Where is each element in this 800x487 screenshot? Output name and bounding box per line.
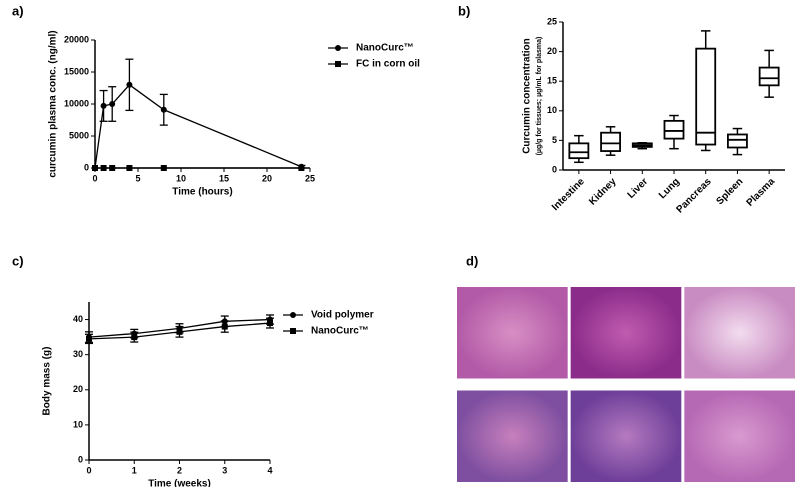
data-point xyxy=(109,101,116,107)
x-tick-label: Liver xyxy=(626,176,651,201)
histology-image xyxy=(457,390,568,482)
x-tick-label: 25 xyxy=(305,173,315,183)
legend-marker xyxy=(290,312,296,318)
panel-label: a) xyxy=(12,3,24,18)
x-tick-label: 3 xyxy=(222,465,227,475)
x-tick-label: Intestine xyxy=(550,176,587,213)
data-point xyxy=(176,328,183,335)
x-tick-label: 0 xyxy=(86,465,91,475)
y-tick-label: 15000 xyxy=(64,66,89,76)
x-tick-label: 4 xyxy=(267,465,272,475)
box xyxy=(758,66,780,87)
y-tick-label: 25 xyxy=(547,16,557,26)
y-tick-label: 5000 xyxy=(69,130,89,140)
legend-label: Void polymer xyxy=(311,310,374,321)
panel-label: c) xyxy=(12,253,24,268)
legend-marker xyxy=(335,45,341,51)
data-point xyxy=(160,106,167,113)
series-line xyxy=(94,83,302,169)
box xyxy=(568,142,590,160)
x-tick-label: 2 xyxy=(177,465,182,475)
x-tick-label: Pancreas xyxy=(674,176,714,216)
panel-label: d) xyxy=(466,253,478,268)
x-axis-title: Time (weeks) xyxy=(148,479,211,487)
y-axis-subtitle: (µg/g for tissues; µg/mL for plasma) xyxy=(536,37,543,156)
x-tick-label: Spleen xyxy=(714,176,745,207)
y-tick-label: 20 xyxy=(73,384,83,394)
data-point xyxy=(100,165,107,171)
y-tick-label: 15 xyxy=(547,76,557,86)
histology-image xyxy=(684,390,795,482)
box xyxy=(727,133,748,149)
x-axis-title: Time (hours) xyxy=(172,187,232,198)
panel-label: b) xyxy=(458,3,470,18)
y-axis-title: Curcumin concentration xyxy=(522,38,533,154)
x-tick-label: 20 xyxy=(262,173,272,183)
legend-label: NanoCurc™ xyxy=(311,326,369,337)
y-tick-label: 0 xyxy=(552,164,557,174)
y-tick-label: 40 xyxy=(73,314,83,324)
data-point xyxy=(160,165,167,171)
y-tick-label: 20000 xyxy=(64,34,89,44)
x-tick-label: 10 xyxy=(176,173,186,183)
y-axis-title: Body mass (g) xyxy=(42,347,53,416)
data-point xyxy=(86,335,92,342)
x-tick-label: 0 xyxy=(92,173,97,183)
y-axis-title: curcumin plasma conc. (ng/ml) xyxy=(48,30,59,177)
data-point xyxy=(100,102,107,109)
y-tick-label: 20 xyxy=(547,46,557,56)
x-tick-label: Plasma xyxy=(745,176,778,209)
histology-image xyxy=(570,287,682,379)
x-tick-label: Lung xyxy=(657,176,682,201)
y-tick-label: 10000 xyxy=(64,98,89,108)
x-tick-label: 5 xyxy=(135,173,140,183)
y-tick-label: 0 xyxy=(84,162,89,172)
data-point xyxy=(298,165,305,171)
data-point xyxy=(267,320,273,327)
x-tick-label: Kidney xyxy=(587,176,619,208)
y-tick-label: 10 xyxy=(73,419,83,429)
data-point xyxy=(92,165,98,171)
y-tick-label: 10 xyxy=(547,105,557,115)
box xyxy=(600,131,621,152)
y-tick-label: 5 xyxy=(552,135,557,145)
legend-label: NanoCurc™ xyxy=(356,43,414,54)
data-point xyxy=(221,323,228,330)
legend-label: FC in corn oil xyxy=(356,59,420,70)
histology-image xyxy=(684,287,795,379)
box xyxy=(695,47,717,146)
box xyxy=(663,119,685,140)
histology-image xyxy=(457,287,568,379)
x-tick-label: 1 xyxy=(132,465,137,475)
y-tick-label: 0 xyxy=(78,454,83,464)
legend-marker xyxy=(335,61,341,67)
x-tick-label: 15 xyxy=(219,173,229,183)
data-point xyxy=(109,165,116,171)
data-point xyxy=(126,165,133,171)
legend-marker xyxy=(290,328,296,334)
histology-image xyxy=(570,390,682,482)
y-tick-label: 30 xyxy=(73,349,83,359)
data-point xyxy=(131,334,138,341)
data-point xyxy=(126,81,133,88)
